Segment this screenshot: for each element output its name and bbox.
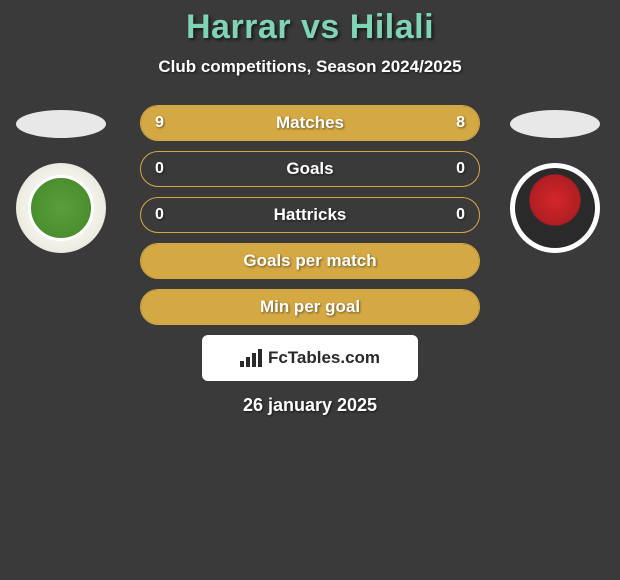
stat-row-goals: 0 Goals 0 xyxy=(140,151,480,187)
brand-text: FcTables.com xyxy=(268,348,380,368)
stat-row-hattricks: 0 Hattricks 0 xyxy=(140,197,480,233)
stat-label: Min per goal xyxy=(260,297,360,317)
stat-label: Hattricks xyxy=(274,205,347,225)
bar-chart-icon xyxy=(240,349,262,367)
stat-row-goals-per-match: Goals per match xyxy=(140,243,480,279)
stat-label: Goals xyxy=(286,159,333,179)
stat-label: Matches xyxy=(276,113,344,133)
stat-value-left: 0 xyxy=(155,160,164,178)
stat-row-min-per-goal: Min per goal xyxy=(140,289,480,325)
stat-row-matches: 9 Matches 8 xyxy=(140,105,480,141)
main-area: 9 Matches 8 0 Goals 0 0 Hattricks 0 Goal… xyxy=(0,105,620,416)
stats-column: 9 Matches 8 0 Goals 0 0 Hattricks 0 Goal… xyxy=(140,105,480,325)
team-logo-right xyxy=(510,163,600,253)
stat-value-left: 0 xyxy=(155,206,164,224)
stat-value-right: 0 xyxy=(456,160,465,178)
stat-value-right: 0 xyxy=(456,206,465,224)
stat-label: Goals per match xyxy=(243,251,376,271)
stat-value-right: 8 xyxy=(456,114,465,132)
date-label: 26 january 2025 xyxy=(0,395,620,416)
stat-value-left: 9 xyxy=(155,114,164,132)
subtitle: Club competitions, Season 2024/2025 xyxy=(0,57,620,77)
brand-badge[interactable]: FcTables.com xyxy=(202,335,418,381)
page-title: Harrar vs Hilali xyxy=(0,8,620,47)
team-logo-left xyxy=(16,163,106,253)
player-photo-placeholder-left xyxy=(16,110,106,138)
player-photo-placeholder-right xyxy=(510,110,600,138)
widget-container: Harrar vs Hilali Club competitions, Seas… xyxy=(0,0,620,416)
